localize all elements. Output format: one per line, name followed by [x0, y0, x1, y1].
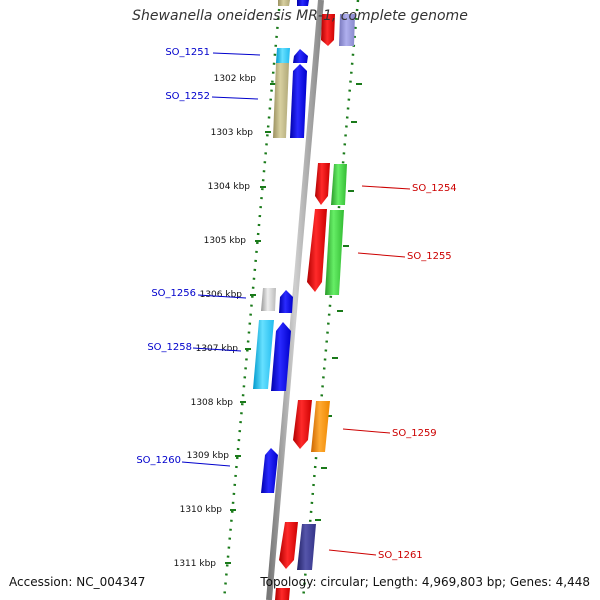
gene-label-so-1259[interactable]: SO_1259 [392, 428, 437, 439]
tick-label: 1305 kbp [204, 236, 247, 246]
gene-label-so-1252[interactable]: SO_1252 [165, 91, 210, 102]
gene-arrow[interactable] [293, 400, 312, 449]
genome-summary-text: Topology: circular; Length: 4,969,803 bp… [260, 575, 590, 589]
genome-title: Shewanella oneidensis MR-1, complete gen… [132, 8, 468, 24]
accession-text: Accession: NC_004347 [9, 575, 146, 589]
gene-arrow[interactable] [297, 0, 309, 6]
gene-arrow[interactable] [273, 63, 289, 138]
gene-arrow[interactable] [307, 209, 327, 292]
gene-arrow[interactable] [279, 522, 298, 569]
gene-arrow[interactable] [261, 448, 278, 493]
gene-label-so-1256[interactable]: SO_1256 [151, 288, 196, 299]
tick-label: 1309 kbp [187, 451, 230, 461]
gene-arrow[interactable] [331, 164, 347, 205]
gene-arrow[interactable] [276, 48, 290, 63]
gene-label-so-1254[interactable]: SO_1254 [412, 183, 457, 194]
track-guide-left [222, 0, 282, 600]
gene-arrow[interactable] [339, 14, 355, 46]
gene-label-so-1260[interactable]: SO_1260 [136, 455, 181, 466]
tick-label: 1304 kbp [208, 182, 251, 192]
tick-label: 1310 kbp [180, 505, 223, 515]
ruler-ticks-right [315, 83, 362, 521]
track-guide-right [301, 0, 360, 600]
gene-arrow[interactable] [279, 290, 293, 313]
gene-arrow[interactable] [297, 524, 316, 570]
gene-arrow[interactable] [315, 163, 330, 205]
label-connectors [181, 52, 411, 556]
gene-arrow[interactable] [311, 401, 330, 452]
gene-arrow[interactable] [293, 49, 308, 63]
gene-arrow[interactable] [275, 588, 290, 600]
tick-label: 1302 kbp [214, 74, 257, 84]
gene-label-so-1255[interactable]: SO_1255 [407, 251, 452, 262]
tick-label: 1308 kbp [191, 398, 234, 408]
gene-arrow[interactable] [271, 322, 291, 391]
gene-arrow[interactable] [290, 64, 307, 138]
tick-label: 1306 kbp [200, 290, 243, 300]
gene-label-so-1258[interactable]: SO_1258 [147, 342, 192, 353]
gene-arrow[interactable] [325, 210, 344, 295]
gene-label-so-1251[interactable]: SO_1251 [165, 47, 210, 58]
tick-label: 1311 kbp [174, 559, 217, 569]
gene-arrow[interactable] [253, 320, 274, 389]
ruler-ticks [225, 83, 276, 564]
gene-arrow[interactable] [261, 288, 276, 311]
tick-label: 1303 kbp [211, 128, 254, 138]
gene-label-so-1261[interactable]: SO_1261 [378, 550, 423, 561]
genome-backbone [266, 0, 324, 600]
gene-arrow[interactable] [278, 0, 290, 6]
gene-arrow[interactable] [321, 14, 335, 46]
